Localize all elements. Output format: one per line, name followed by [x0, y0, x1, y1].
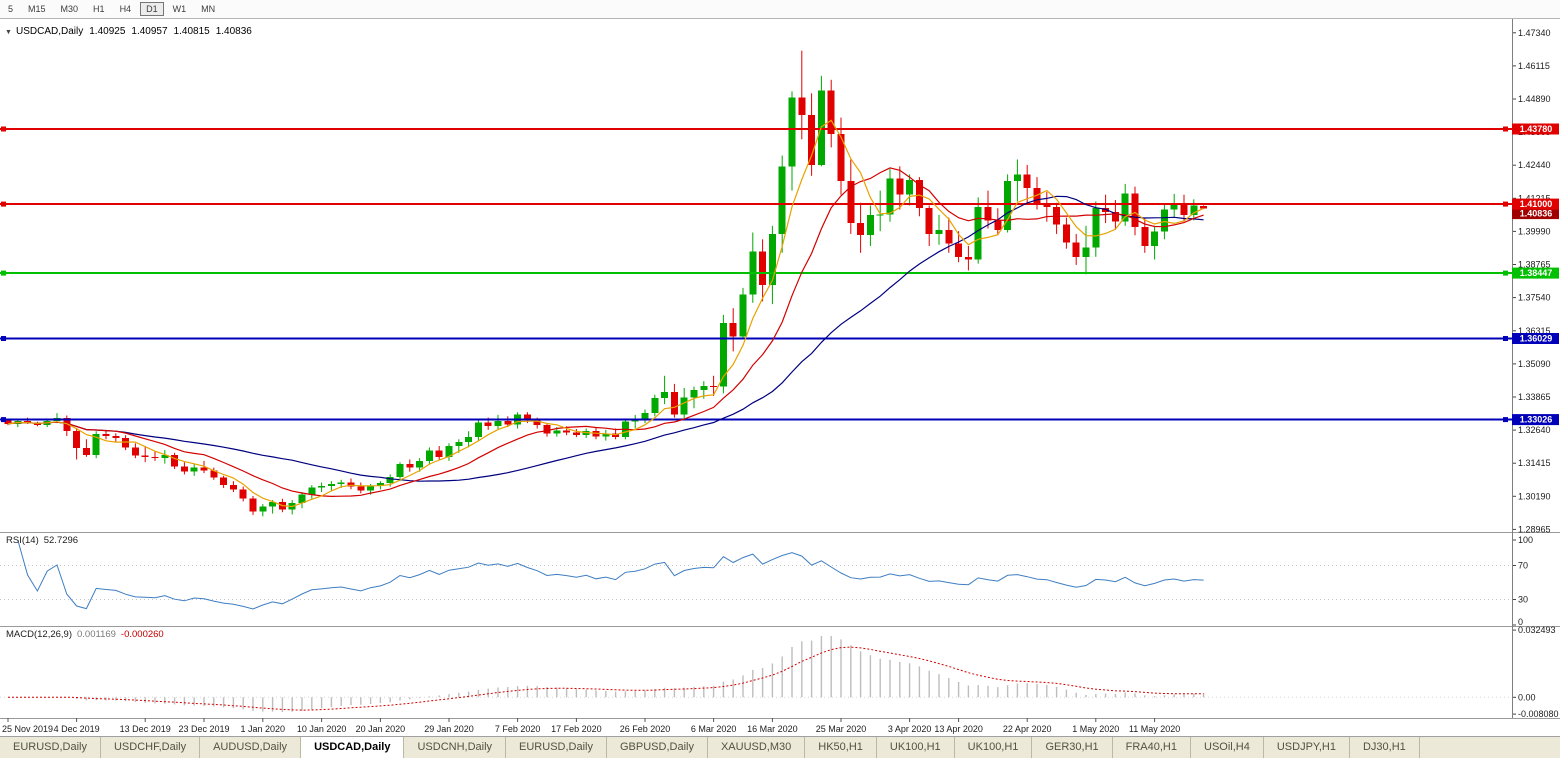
- svg-text:30: 30: [1518, 595, 1528, 605]
- chart-window: 1.473401.461151.448901.436651.424401.412…: [0, 19, 1560, 736]
- svg-text:1.40836: 1.40836: [1520, 209, 1553, 219]
- svg-text:1.39990: 1.39990: [1518, 226, 1551, 236]
- svg-text:1 Jan 2020: 1 Jan 2020: [241, 724, 286, 734]
- svg-text:-0.008080: -0.008080: [1518, 709, 1559, 719]
- svg-text:1.42440: 1.42440: [1518, 160, 1551, 170]
- svg-text:1.46115: 1.46115: [1518, 61, 1550, 71]
- svg-text:13 Dec 2019: 13 Dec 2019: [120, 724, 171, 734]
- svg-text:0.032493: 0.032493: [1518, 625, 1556, 635]
- svg-text:70: 70: [1518, 561, 1528, 571]
- svg-text:1.47340: 1.47340: [1518, 28, 1551, 38]
- current-price-badge: 1.40836: [1512, 208, 1559, 220]
- timeframe-button-w1[interactable]: W1: [172, 4, 187, 14]
- svg-text:1.30190: 1.30190: [1518, 491, 1551, 501]
- chart-tab-9-uk100-h1[interactable]: UK100,H1: [877, 737, 955, 758]
- svg-text:26 Feb 2020: 26 Feb 2020: [620, 724, 671, 734]
- svg-text:7 Feb 2020: 7 Feb 2020: [495, 724, 541, 734]
- date-axis: 25 Nov 2019 4 Dec 2019 13 Dec 2019 23 Dec 2…: [2, 718, 1180, 734]
- timeframe-button-m15[interactable]: M15: [28, 4, 46, 14]
- svg-text:1.38447: 1.38447: [1520, 268, 1553, 278]
- svg-text:1.36029: 1.36029: [1520, 334, 1553, 344]
- usdcad-daily-chart[interactable]: 1.473401.461151.448901.436651.424401.412…: [0, 19, 1560, 736]
- pane-separators: [0, 19, 1560, 719]
- svg-text:3 Apr 2020: 3 Apr 2020: [888, 724, 932, 734]
- chart-title: USDCAD,Daily 1.40925 1.40957 1.40815 1.40836: [16, 26, 252, 37]
- chart-tab-0-eurusd-daily[interactable]: EURUSD,Daily: [0, 737, 101, 758]
- svg-text:1.36315: 1.36315: [1518, 326, 1551, 336]
- price-level-badge: 1.36029: [1512, 333, 1559, 344]
- svg-text:10 Jan 2020: 10 Jan 2020: [297, 724, 347, 734]
- svg-text:22 Apr 2020: 22 Apr 2020: [1003, 724, 1052, 734]
- svg-text:1.32640: 1.32640: [1518, 425, 1551, 435]
- price-level-badge: 1.41000: [1512, 198, 1559, 210]
- rsi-label: RSI(14) 52.7296: [6, 535, 78, 546]
- svg-text:1.41000: 1.41000: [1520, 199, 1553, 209]
- chart-tab-4-usdcnh-daily[interactable]: USDCNH,Daily: [404, 737, 507, 758]
- svg-text:1.33026: 1.33026: [1520, 415, 1553, 425]
- svg-text:0: 0: [1518, 617, 1523, 627]
- chart-tab-15-dj30-h1[interactable]: DJ30,H1: [1350, 737, 1420, 758]
- macd-label: MACD(12,26,9) 0.001169 -0.000260: [6, 629, 164, 640]
- svg-text:1.33865: 1.33865: [1518, 392, 1551, 402]
- chart-menu-icon[interactable]: ▼: [5, 29, 12, 36]
- timeframe-toolbar: 5 M15 M30 H1 H4 D1 W1 MN: [0, 0, 1560, 19]
- chart-tab-12-fra40-h1[interactable]: FRA40,H1: [1113, 737, 1191, 758]
- svg-text:4 Dec 2019: 4 Dec 2019: [54, 724, 100, 734]
- chart-tab-14-usdjpy-h1[interactable]: USDJPY,H1: [1264, 737, 1350, 758]
- svg-text:1.44890: 1.44890: [1518, 94, 1551, 104]
- chart-tab-7-xauusd-m30[interactable]: XAUUSD,M30: [708, 737, 806, 758]
- svg-text:1.43780: 1.43780: [1520, 124, 1553, 134]
- price-level-badge: 1.33026: [1512, 414, 1559, 426]
- chart-tab-10-uk100-h1[interactable]: UK100,H1: [955, 737, 1033, 758]
- chart-header: ▼ USDCAD,Daily 1.40925 1.40957 1.40815 1.4083…: [5, 26, 252, 37]
- chart-tab-11-ger30-h1[interactable]: GER30,H1: [1032, 737, 1113, 758]
- chart-tab-5-eurusd-daily[interactable]: EURUSD,Daily: [506, 737, 607, 758]
- price-level-badge: 1.43780: [1512, 123, 1559, 135]
- horizontal-lines-layer[interactable]: [0, 126, 1512, 423]
- price-axis: 1.473401.461151.448901.436651.424401.412…: [1513, 28, 1551, 534]
- svg-text:25 Mar 2020: 25 Mar 2020: [816, 724, 867, 734]
- chart-tab-2-audusd-daily[interactable]: AUDUSD,Daily: [200, 737, 302, 758]
- timeframe-button-5[interactable]: 5: [8, 4, 14, 14]
- svg-text:1.31415: 1.31415: [1518, 458, 1551, 468]
- chart-tab-13-usoil-h4[interactable]: USOil,H4: [1191, 737, 1264, 758]
- macd-pane: MACD(12,26,9) 0.001169 -0.000260 0.032493 0.…: [0, 625, 1559, 719]
- chart-tab-3-usdcad-daily[interactable]: USDCAD,Daily: [301, 737, 405, 758]
- svg-text:100: 100: [1518, 535, 1533, 545]
- svg-text:20 Jan 2020: 20 Jan 2020: [356, 724, 406, 734]
- chart-tab-6-gbpusd-daily[interactable]: GBPUSD,Daily: [607, 737, 708, 758]
- svg-text:1.28965: 1.28965: [1518, 524, 1551, 534]
- svg-text:1.41215: 1.41215: [1518, 193, 1551, 203]
- svg-text:11 May 2020: 11 May 2020: [1129, 724, 1180, 734]
- timeframe-button-d1[interactable]: D1: [140, 2, 164, 16]
- svg-text:13 Apr 2020: 13 Apr 2020: [934, 724, 983, 734]
- svg-text:29 Jan 2020: 29 Jan 2020: [424, 724, 474, 734]
- chart-tabs-bar: EURUSD,Daily USDCHF,Daily AUDUSD,Daily USDC…: [0, 736, 1560, 758]
- candles-layer: [4, 50, 1208, 517]
- timeframe-button-h1[interactable]: H1: [93, 4, 105, 14]
- rsi-pane: RSI(14) 52.7296 100 70 30 0: [0, 535, 1533, 627]
- svg-text:17 Feb 2020: 17 Feb 2020: [551, 724, 602, 734]
- moving-averages-layer: [7, 119, 1204, 508]
- timeframe-button-h4[interactable]: H4: [119, 4, 132, 14]
- svg-text:6 Mar 2020: 6 Mar 2020: [691, 724, 737, 734]
- svg-text:23 Dec 2019: 23 Dec 2019: [178, 724, 229, 734]
- svg-text:1.35090: 1.35090: [1518, 359, 1551, 369]
- svg-text:1.38765: 1.38765: [1518, 260, 1551, 270]
- timeframe-button-m30[interactable]: M30: [60, 4, 79, 14]
- chart-tab-8-hk50-h1[interactable]: HK50,H1: [805, 737, 877, 758]
- chart-tab-1-usdchf-daily[interactable]: USDCHF,Daily: [101, 737, 201, 758]
- price-level-badge: 1.38447: [1512, 267, 1559, 279]
- svg-text:1 May 2020: 1 May 2020: [1072, 724, 1119, 734]
- timeframe-button-mn[interactable]: MN: [201, 4, 216, 14]
- svg-text:25 Nov 2019: 25 Nov 2019: [2, 724, 53, 734]
- svg-text:0.00: 0.00: [1518, 692, 1536, 702]
- svg-text:1.37540: 1.37540: [1518, 293, 1551, 303]
- svg-text:16 Mar 2020: 16 Mar 2020: [747, 724, 798, 734]
